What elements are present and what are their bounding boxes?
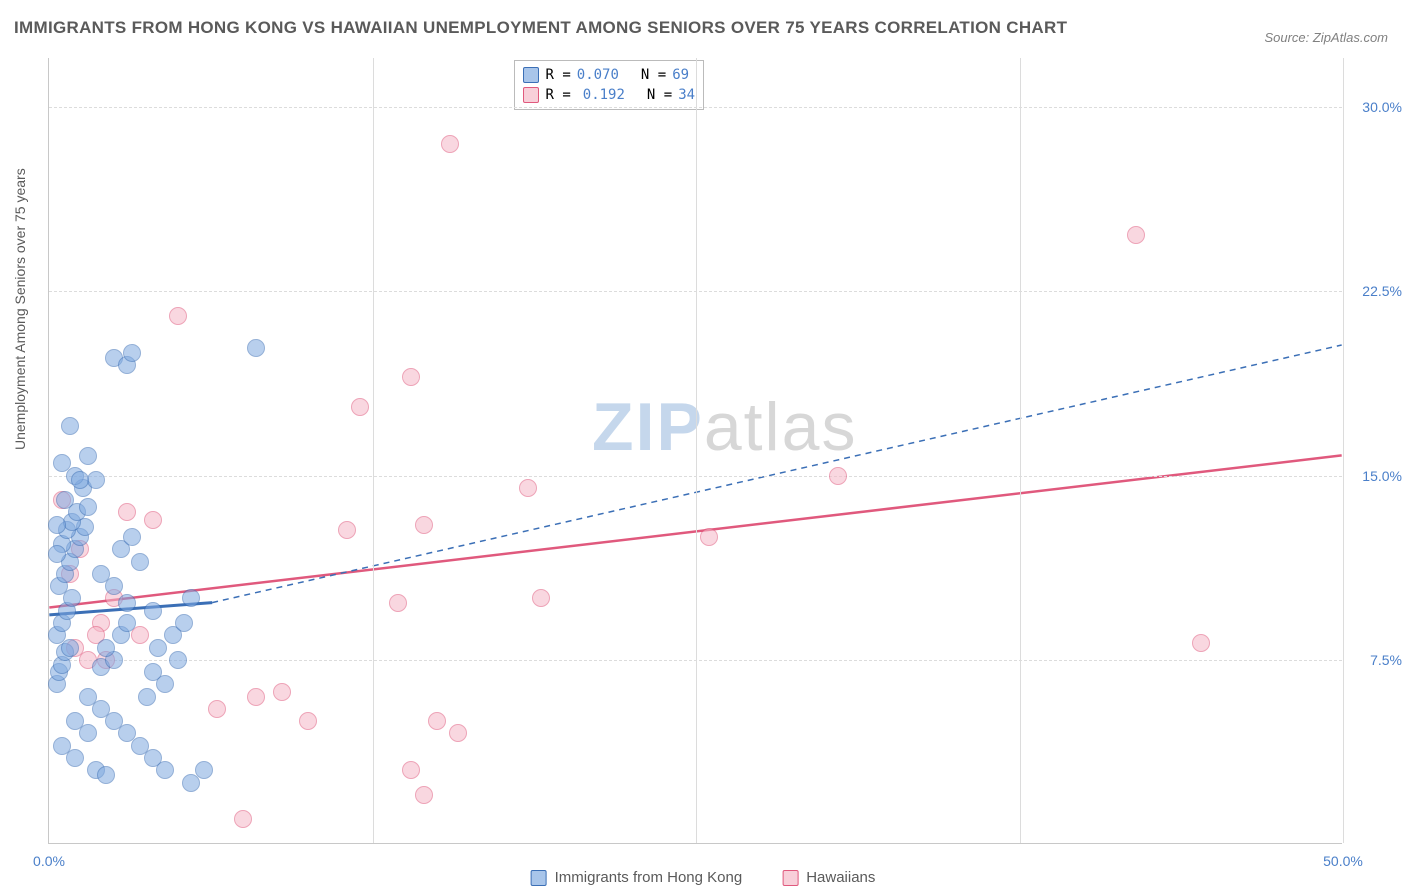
data-point [48,545,66,563]
data-point [338,521,356,539]
source-label: Source: ZipAtlas.com [1264,30,1388,45]
r-label: R = [545,65,570,85]
data-point [182,589,200,607]
data-point [56,491,74,509]
data-point [97,766,115,784]
legend-item-pink: Hawaiians [782,869,875,886]
ytick-label: 22.5% [1362,283,1402,299]
legend-stats-row-pink: R = 0.192 N = 34 [523,85,695,105]
data-point [144,602,162,620]
ytick-label: 15.0% [1362,468,1402,484]
xtick-label: 50.0% [1323,853,1363,869]
gridline-vertical [1343,58,1344,843]
data-point [87,471,105,489]
data-point [195,761,213,779]
xtick-label: 0.0% [33,853,65,869]
data-point [247,339,265,357]
data-point [428,712,446,730]
data-point [48,516,66,534]
data-point [118,594,136,612]
data-point [156,761,174,779]
swatch-pink-icon [523,87,539,103]
legend-label: Hawaiians [806,869,875,886]
ytick-label: 7.5% [1370,652,1402,668]
data-point [351,398,369,416]
data-point [131,553,149,571]
swatch-blue-icon [531,870,547,886]
swatch-pink-icon [782,870,798,886]
data-point [53,737,71,755]
data-point [123,344,141,362]
data-point [273,683,291,701]
data-point [61,417,79,435]
legend-stats-row-blue: R = 0.070 N = 69 [523,65,695,85]
data-point [71,471,89,489]
data-point [92,565,110,583]
data-point [700,528,718,546]
data-point [1192,634,1210,652]
data-point [144,511,162,529]
data-point [519,479,537,497]
data-point [97,639,115,657]
data-point [79,447,97,465]
legend-label: Immigrants from Hong Kong [555,869,743,886]
data-point [169,307,187,325]
data-point [532,589,550,607]
data-point [449,724,467,742]
n-label: N = [641,65,666,85]
data-point [118,614,136,632]
n-value-pink: 34 [678,85,695,105]
legend-stats: R = 0.070 N = 69 R = 0.192 N = 34 [514,60,704,110]
data-point [389,594,407,612]
data-point [79,498,97,516]
r-value-pink: 0.192 [577,85,625,105]
data-point [149,639,167,657]
legend-item-blue: Immigrants from Hong Kong [531,869,743,886]
chart-title: IMMIGRANTS FROM HONG KONG VS HAWAIIAN UN… [14,18,1067,38]
yaxis-label: Unemployment Among Seniors over 75 years [12,168,28,450]
data-point [1127,226,1145,244]
r-value-blue: 0.070 [577,65,619,85]
trend-line [212,345,1342,603]
data-point [441,135,459,153]
data-point [118,503,136,521]
data-point [415,516,433,534]
data-point [415,786,433,804]
gridline-vertical [373,58,374,843]
data-point [144,663,162,681]
r-label: R = [545,85,570,105]
data-point [402,761,420,779]
data-point [299,712,317,730]
data-point [79,724,97,742]
plot-area: ZIPatlas R = 0.070 N = 69 R = 0.192 N = … [48,58,1342,844]
n-value-blue: 69 [672,65,689,85]
data-point [829,467,847,485]
ytick-label: 30.0% [1362,99,1402,115]
data-point [402,368,420,386]
swatch-blue-icon [523,67,539,83]
legend-bottom: Immigrants from Hong Kong Hawaiians [531,869,876,886]
gridline-vertical [696,58,697,843]
gridline-vertical [1020,58,1021,843]
data-point [234,810,252,828]
data-point [123,528,141,546]
data-point [138,688,156,706]
data-point [208,700,226,718]
data-point [169,651,187,669]
n-label: N = [647,85,672,105]
data-point [175,614,193,632]
data-point [247,688,265,706]
